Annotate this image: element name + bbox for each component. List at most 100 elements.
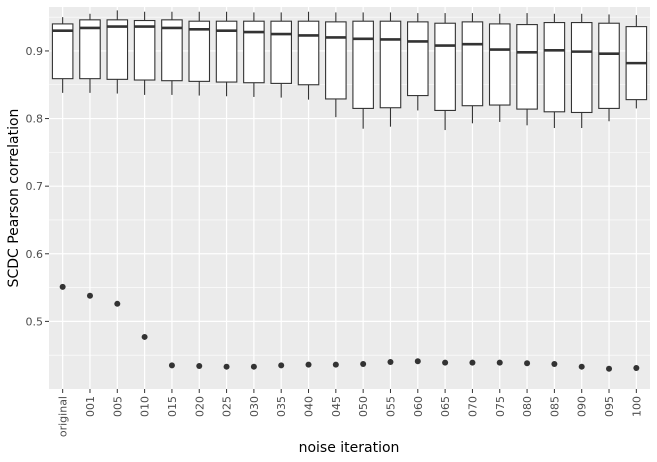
- box-060: [407, 13, 429, 111]
- boxes: [51, 10, 648, 131]
- box-100: [625, 15, 648, 109]
- box-original: [51, 17, 74, 93]
- box-body: [188, 20, 211, 82]
- x-tick-label: 080: [521, 396, 534, 417]
- x-tick-label: 025: [221, 396, 234, 417]
- box-body: [434, 22, 456, 111]
- x-tick-label: 020: [193, 396, 206, 417]
- box-035: [270, 12, 292, 98]
- x-tick-label: 070: [466, 396, 479, 417]
- box-body: [516, 24, 538, 110]
- box-085: [543, 13, 566, 129]
- x-tick-label: 075: [494, 396, 507, 417]
- box-005: [106, 10, 129, 94]
- x-tick-label: 060: [412, 396, 425, 417]
- box-body: [51, 23, 74, 80]
- box-body: [270, 20, 292, 84]
- x-tick-label: 055: [384, 396, 397, 417]
- x-axis-title: noise iteration: [299, 440, 400, 456]
- outlier-point-040: [305, 361, 312, 368]
- outlier-point-015: [168, 362, 175, 369]
- x-tick-label: 005: [111, 396, 124, 417]
- box-body: [543, 22, 566, 113]
- x-tick-label: 090: [576, 396, 589, 417]
- box-body: [461, 21, 484, 107]
- y-tick-label: 0.5: [26, 315, 44, 328]
- x-tick-label: 050: [357, 396, 370, 417]
- box-040: [297, 11, 320, 100]
- y-axis-ticks: 0.5 0.6 0.7 0.8 0.9: [26, 45, 49, 328]
- x-tick-label: 010: [139, 396, 152, 417]
- box-050: [352, 12, 374, 129]
- outlier-point-070: [469, 359, 476, 366]
- x-tick-label: 065: [439, 396, 452, 417]
- box-045: [325, 12, 347, 118]
- x-tick-label: 045: [330, 396, 343, 417]
- box-body: [570, 22, 593, 114]
- outlier-point-055: [387, 358, 394, 365]
- box-body: [352, 20, 374, 109]
- box-055: [379, 12, 402, 127]
- box-body: [161, 19, 183, 82]
- outlier-point-095: [606, 365, 613, 372]
- outlier-point-035: [278, 362, 285, 369]
- outlier-point-060: [414, 358, 421, 365]
- box-090: [570, 13, 593, 129]
- x-tick-label: 015: [166, 396, 179, 417]
- box-body: [407, 21, 429, 97]
- y-axis-title: SCDC Pearson correlation: [6, 109, 22, 288]
- box-body: [325, 21, 347, 100]
- outlier-point-045: [332, 361, 339, 368]
- outlier-point-075: [496, 359, 503, 366]
- box-body: [133, 19, 156, 81]
- box-080: [516, 13, 538, 126]
- outlier-point-100: [633, 365, 640, 372]
- x-tick-label: 035: [275, 396, 288, 417]
- outlier-point-085: [551, 360, 558, 367]
- x-tick-label: 095: [603, 396, 616, 417]
- outlier-point-010: [141, 333, 148, 340]
- box-001: [79, 13, 101, 93]
- box-body: [215, 20, 238, 83]
- box-body: [79, 19, 101, 80]
- y-tick-label: 0.9: [26, 45, 44, 58]
- box-body: [106, 19, 129, 80]
- y-tick-label: 0.7: [26, 180, 44, 193]
- box-010: [133, 11, 156, 95]
- x-tick-label: original: [57, 396, 70, 437]
- box-body: [297, 20, 320, 86]
- grid-minor: [49, 16, 650, 356]
- outlier-point-050: [360, 360, 367, 367]
- box-body: [598, 22, 620, 109]
- outlier-point-001: [86, 292, 93, 299]
- box-015: [161, 11, 183, 95]
- x-tick-label: 085: [548, 396, 561, 417]
- y-tick-label: 0.8: [26, 113, 44, 126]
- box-075: [488, 13, 511, 122]
- x-tick-label: 040: [303, 396, 316, 417]
- box-070: [461, 13, 484, 124]
- x-tick-label: 001: [84, 396, 97, 417]
- box-body: [243, 20, 265, 84]
- box-030: [243, 12, 265, 97]
- outlier-point-original: [59, 283, 66, 290]
- x-tick-label: 030: [248, 396, 261, 417]
- box-body: [488, 23, 511, 106]
- x-axis-ticks: original 001 005 010 015 020 025 030 035 040 045 05…: [57, 389, 643, 437]
- box-095: [598, 14, 620, 122]
- x-tick-label: 100: [630, 396, 643, 417]
- box-body: [379, 20, 402, 109]
- outlier-point-025: [223, 363, 230, 370]
- outlier-point-020: [196, 363, 203, 370]
- y-tick-label: 0.6: [26, 248, 44, 261]
- box-025: [215, 11, 238, 97]
- outlier-point-030: [250, 363, 257, 370]
- outlier-point-080: [524, 360, 531, 367]
- outlier-points: [59, 283, 640, 372]
- outlier-point-090: [578, 363, 585, 370]
- outlier-point-005: [114, 300, 121, 307]
- box-065: [434, 13, 456, 131]
- outlier-point-065: [442, 359, 449, 366]
- box-020: [188, 11, 211, 96]
